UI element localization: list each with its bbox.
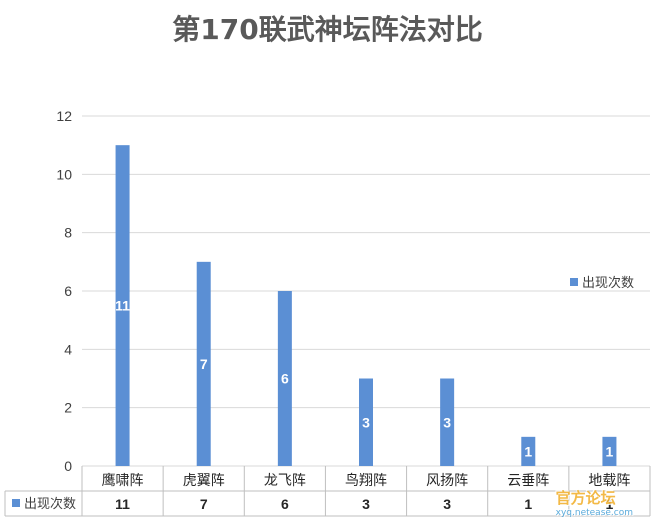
bar	[521, 436, 536, 466]
legend-key	[570, 278, 578, 286]
category-label: 云垂阵	[507, 473, 549, 489]
category-label: 鸟翔阵	[345, 473, 387, 489]
y-axis: 0 2 4 6 8 10 12	[56, 108, 72, 474]
bar	[115, 145, 130, 466]
data-label: 7	[200, 356, 208, 372]
category-label: 虎翼阵	[183, 473, 225, 489]
y-tick-label: 2	[64, 400, 72, 416]
bar	[440, 378, 455, 466]
y-tick-label: 6	[64, 283, 72, 299]
data-label: 11	[115, 298, 130, 314]
category-label: 风扬阵	[426, 473, 468, 489]
table-value: 11	[115, 496, 130, 512]
legend-label: 出现次数	[582, 275, 634, 291]
y-tick-label: 12	[56, 108, 72, 124]
category-label: 地载阵	[588, 473, 630, 489]
table-value: 3	[362, 496, 370, 512]
data-label: 3	[362, 414, 370, 430]
table-value: 3	[443, 496, 451, 512]
y-tick-label: 0	[64, 458, 72, 474]
table-series-key	[12, 499, 20, 507]
data-label: 1	[606, 443, 614, 459]
legend: 出现次数	[570, 275, 634, 291]
watermark-logo: 官方论坛 xyq.netease.com	[556, 487, 633, 518]
y-tick-label: 8	[64, 225, 72, 241]
watermark-text: 官方论坛	[555, 489, 616, 507]
category-label: 鹰啸阵	[102, 473, 144, 489]
bar	[277, 291, 292, 466]
table-value: 1	[524, 496, 532, 512]
data-label: 6	[281, 371, 289, 387]
data-label: 1	[524, 443, 532, 459]
bar	[196, 261, 211, 466]
category-label: 龙飞阵	[264, 473, 306, 489]
table-value: 7	[200, 496, 208, 512]
data-label: 3	[443, 414, 451, 430]
table-series-name: 出现次数	[24, 496, 76, 512]
table-value: 6	[281, 496, 289, 512]
y-tick-label: 10	[56, 166, 72, 182]
data-table: 出现次数 鹰啸阵 11 虎翼阵 7 龙飞阵 6 鸟翔阵 3 风扬阵 3 云垂阵 1 地载阵 1	[4, 466, 651, 517]
watermark-sub: xyq.netease.com	[555, 508, 633, 518]
chart-title: 第170联武神坛阵法对比	[172, 13, 483, 46]
bar	[602, 436, 617, 466]
y-tick-label: 4	[64, 341, 72, 357]
bar	[359, 378, 373, 466]
table-value: 1	[606, 496, 614, 512]
